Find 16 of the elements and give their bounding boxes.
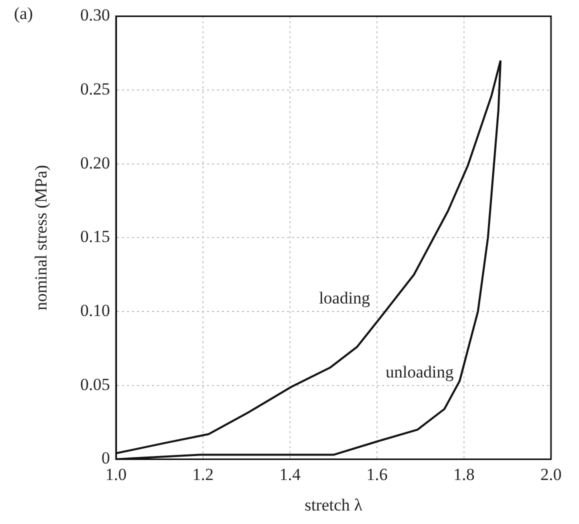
x-tick-label: 2.0 [540,464,562,484]
y-tick-label: 0.30 [80,6,110,25]
series-label: loading [318,288,370,308]
x-tick-label: 1.4 [279,464,302,484]
y-tick-label: 0.20 [80,153,110,172]
text: (a) [14,4,33,23]
x-tick-label: 1.8 [453,464,475,484]
x-axis-title: stretch λ [304,495,364,514]
y-tick-label: 0.10 [80,301,110,320]
y-tick-label: 0.15 [80,227,110,246]
series-label: unloading [386,362,454,382]
y-axis-title: nominal stress (MPa) [32,164,51,310]
y-tick-label: 0.25 [80,80,110,98]
y-tick-label: 0.05 [80,374,110,394]
x-tick-label: 1.2 [192,464,214,484]
x-tick-label: 1.6 [366,464,388,484]
